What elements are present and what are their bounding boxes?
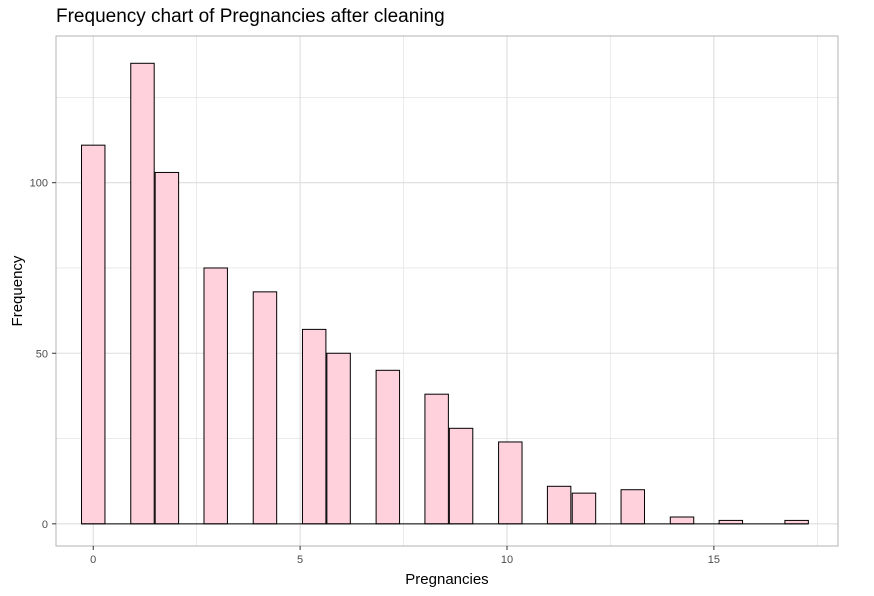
histogram-bar	[718, 519, 744, 525]
x-tick-label: 10	[501, 554, 513, 566]
histogram-bar	[546, 485, 572, 525]
histogram-bar	[424, 393, 449, 525]
histogram-bar	[448, 427, 474, 525]
panel-border	[55, 35, 839, 547]
histogram-bar	[154, 171, 180, 525]
histogram-bar	[130, 62, 155, 525]
y-tick-label: 0	[42, 519, 48, 531]
histogram-bar	[301, 328, 327, 525]
histogram-bar	[81, 144, 106, 525]
histogram-bar	[571, 492, 597, 525]
x-tick-label: 15	[708, 554, 720, 566]
histogram-bar	[252, 291, 278, 525]
y-tick-label: 100	[30, 178, 48, 190]
histogram-bar	[620, 489, 646, 525]
x-axis-title: Pregnancies	[405, 571, 488, 588]
y-axis-title: Frequency	[9, 255, 26, 326]
histogram-bar	[375, 369, 401, 525]
histogram-bar	[669, 516, 695, 525]
histogram-bar	[498, 441, 523, 525]
y-axis-ticks: 0 50 100	[30, 178, 56, 531]
histogram-bar	[203, 267, 228, 525]
histogram-bar	[326, 352, 351, 525]
bars	[81, 62, 809, 525]
x-tick-label: 0	[90, 554, 96, 566]
y-tick-label: 50	[36, 348, 48, 360]
chart-title: Frequency chart of Pregnancies after cle…	[56, 6, 445, 27]
x-tick-label: 5	[297, 554, 303, 566]
x-axis-ticks: 0 5 10 15	[90, 546, 720, 566]
histogram-bar	[784, 519, 809, 525]
